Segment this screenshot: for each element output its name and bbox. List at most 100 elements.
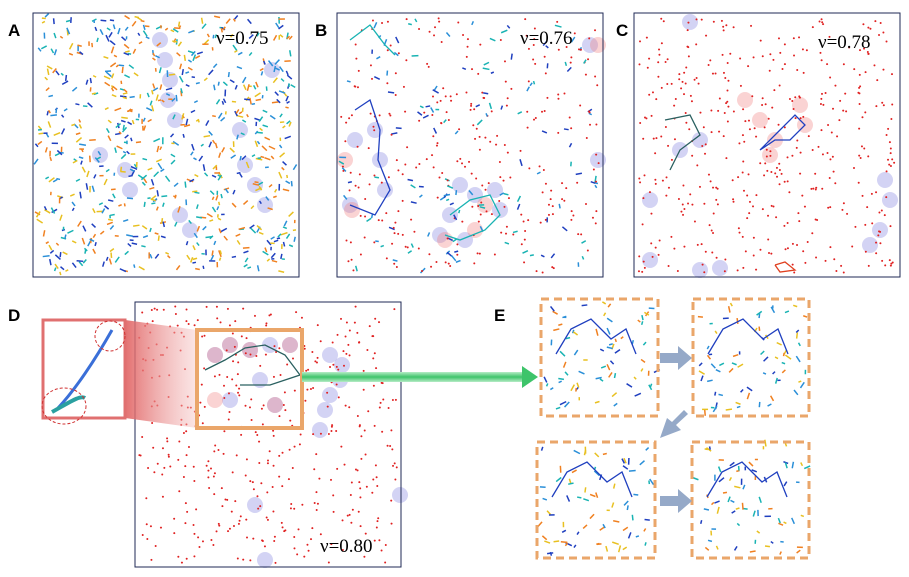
particle <box>867 264 870 267</box>
particle <box>350 481 353 484</box>
particle-trace <box>560 540 568 544</box>
particle-trace <box>717 466 722 473</box>
particle <box>192 524 195 527</box>
particle-trace <box>272 77 278 84</box>
particle <box>401 199 404 202</box>
particle-trace <box>112 193 116 199</box>
particle <box>298 443 301 446</box>
particle-trace <box>123 43 130 49</box>
particle <box>838 119 841 122</box>
particle <box>526 110 529 113</box>
particle-trace <box>60 266 65 271</box>
particle-trace <box>75 103 80 106</box>
particle-trace <box>248 52 253 57</box>
particle-trace <box>643 528 647 532</box>
particle <box>650 242 653 245</box>
particle-trace <box>343 194 348 200</box>
particle <box>532 43 535 46</box>
particle-trace <box>109 225 115 230</box>
particle <box>480 201 483 204</box>
particle-trace <box>106 221 113 226</box>
particle <box>503 205 506 208</box>
particle-trace <box>177 205 181 213</box>
particle-trace <box>108 31 113 38</box>
particle <box>174 305 177 308</box>
particle <box>684 82 687 85</box>
particle-trace <box>86 170 90 178</box>
particle-trace <box>80 148 84 153</box>
particle-trace <box>79 51 84 56</box>
particle-trace <box>627 532 632 539</box>
particle-trace <box>219 250 222 255</box>
particle <box>299 433 302 436</box>
particle <box>395 159 398 162</box>
particle <box>547 213 550 216</box>
particle <box>820 59 823 62</box>
particle-trace <box>728 367 734 373</box>
particle-trace <box>127 242 132 247</box>
inset-circle <box>94 320 126 352</box>
particle <box>859 157 862 160</box>
particle-trace <box>137 174 145 180</box>
particle-trace <box>53 131 61 137</box>
particle-trace <box>69 193 75 197</box>
particle <box>718 130 721 133</box>
particle <box>283 391 286 394</box>
particle <box>764 162 767 165</box>
particle <box>661 179 664 182</box>
particle <box>589 123 592 126</box>
particle-trace <box>288 211 294 217</box>
particle <box>680 87 683 90</box>
particle-trace <box>282 226 288 230</box>
particle <box>712 212 715 215</box>
particle <box>381 219 384 222</box>
particle <box>289 419 292 422</box>
particle-trace <box>92 74 97 78</box>
particle-trace <box>545 383 549 387</box>
particle <box>695 18 698 21</box>
particle-trace <box>40 45 48 50</box>
particle <box>660 135 663 138</box>
particle-trace <box>268 183 273 188</box>
particle <box>826 152 829 155</box>
particle <box>780 172 783 175</box>
particle <box>230 510 233 513</box>
particle-trace <box>445 198 450 202</box>
particle <box>423 111 426 114</box>
particle-trace <box>196 225 201 232</box>
particle <box>660 17 663 20</box>
particle-trace <box>241 155 247 161</box>
particle-trace <box>573 544 577 548</box>
particle <box>245 518 248 521</box>
particle <box>715 198 718 201</box>
particle <box>688 128 691 131</box>
particle <box>335 365 338 368</box>
particle-trace <box>75 136 83 143</box>
particle <box>178 490 181 493</box>
particle <box>819 51 822 54</box>
particle <box>881 101 884 104</box>
particle <box>207 469 210 472</box>
particle <box>864 223 867 226</box>
particle-trace <box>192 257 198 261</box>
particle-trace <box>116 145 123 150</box>
particle <box>395 266 398 269</box>
particle <box>387 176 390 179</box>
particle-trace <box>225 18 231 24</box>
particle-trace <box>767 403 772 407</box>
particle <box>481 184 484 187</box>
particle-trace <box>234 49 238 53</box>
particle <box>527 219 530 222</box>
particle-trace <box>578 370 585 375</box>
particle <box>801 194 804 197</box>
particle <box>282 404 285 407</box>
particle <box>794 96 797 99</box>
particle <box>502 179 505 182</box>
particle <box>741 134 744 137</box>
particle-trace <box>795 329 800 333</box>
particle <box>724 77 727 80</box>
particle <box>543 55 546 58</box>
particle <box>205 305 208 308</box>
particle-trace <box>606 346 613 350</box>
particle-trace <box>93 174 97 179</box>
